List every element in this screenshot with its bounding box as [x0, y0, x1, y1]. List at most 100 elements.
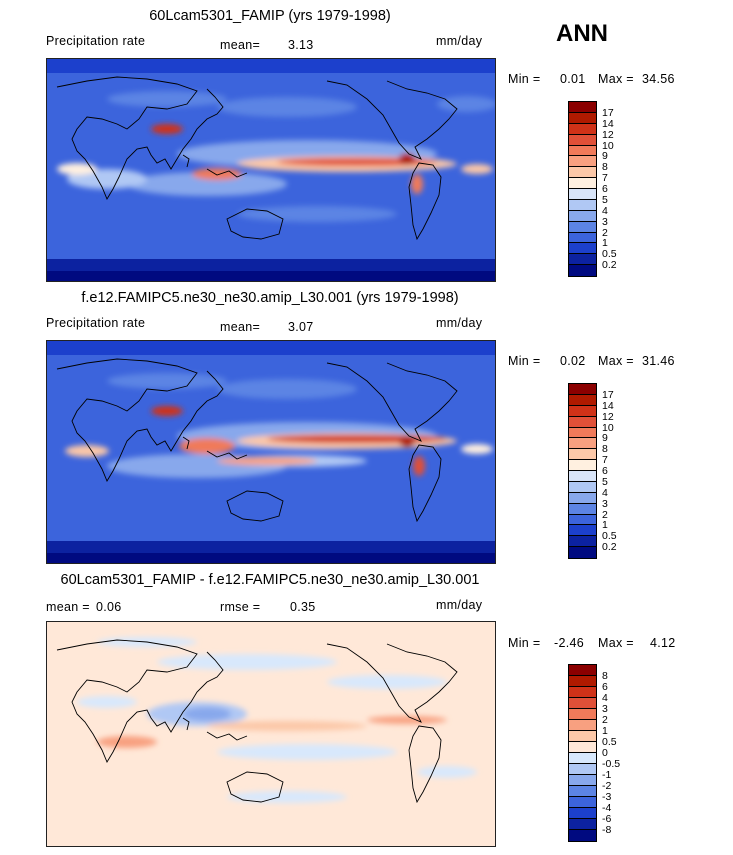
colorbar-swatch — [569, 819, 596, 830]
colorbar-level-label: 8 — [602, 443, 608, 456]
colorbar-swatch — [569, 514, 596, 526]
colorbar-level-label: 3 — [602, 215, 608, 228]
panel3-min-label: Min = — [508, 636, 541, 650]
colorbar-level-label: 0.2 — [602, 259, 617, 272]
colorbar-level-label: 3 — [602, 497, 608, 510]
colorbar-level-label: 3 — [602, 703, 608, 715]
colorbar-swatch — [569, 481, 596, 493]
colorbar-level-label: 0.5 — [602, 248, 617, 261]
colorbar-swatch — [569, 405, 596, 417]
colorbar-level-label: 1 — [602, 237, 608, 250]
panel2-title: f.e12.FAMIPC5.ne30_ne30.amip_L30.001 (yr… — [81, 290, 459, 306]
colorbar-swatch — [569, 232, 596, 244]
colorbar-swatch — [569, 808, 596, 819]
colorbar-swatch — [569, 189, 596, 200]
colorbar-level-label: -3 — [602, 791, 612, 803]
colorbar-swatch — [569, 698, 596, 709]
colorbar-swatch — [569, 427, 596, 439]
panel1-units: mm/day — [436, 34, 483, 48]
panel1-mean-label: mean= — [220, 38, 261, 52]
colorbar-swatch — [569, 199, 596, 211]
colorbar-level-label: 2 — [602, 714, 608, 726]
colorbar-level-label: 5 — [602, 475, 608, 488]
panel3-rmse-value: 0.35 — [290, 600, 316, 614]
panel1-min-value: 0.01 — [560, 72, 586, 86]
colorbar-level-label: 10 — [602, 139, 614, 152]
panel3-mean-label: mean = — [46, 600, 90, 614]
colorbar-swatch — [569, 742, 596, 753]
colorbar-swatch — [569, 134, 596, 146]
panel2-max-label: Max = — [598, 354, 634, 368]
panel2-variable-label: Precipitation rate — [46, 316, 146, 330]
colorbar-level-label: -6 — [602, 813, 612, 825]
colorbar-swatch — [569, 438, 596, 450]
panel2-min-value: 0.02 — [560, 354, 586, 368]
colorbar-swatch — [569, 503, 596, 515]
panel2-min-label: Min = — [508, 354, 541, 368]
panel2-units: mm/day — [436, 316, 483, 330]
panel1-variable-label: Precipitation rate — [46, 34, 146, 48]
colorbar-level-label: 14 — [602, 117, 614, 130]
colorbar-swatch — [569, 492, 596, 504]
colorbar-swatch — [569, 525, 596, 537]
colorbar-swatch — [569, 178, 596, 189]
colorbar-swatch — [569, 210, 596, 222]
colorbar-level-label: 17 — [602, 106, 614, 119]
colorbar-level-label: 0.2 — [602, 541, 617, 554]
colorbar-level-label: 9 — [602, 150, 608, 163]
colorbar-level-label: 8 — [602, 161, 608, 174]
colorbar-swatch — [569, 449, 596, 461]
panel2-max-value: 31.46 — [642, 354, 675, 368]
colorbar-level-label: 4 — [602, 486, 608, 499]
colorbar-swatch — [569, 243, 596, 255]
panel1-max-label: Max = — [598, 72, 634, 86]
panel3-min-value: -2.46 — [554, 636, 584, 650]
panel3-rmse-label: rmse = — [220, 600, 261, 614]
season-label: ANN — [556, 20, 608, 47]
panel1-map — [46, 58, 496, 282]
panel1-colorbar — [568, 101, 597, 277]
colorbar-level-label: 7 — [602, 172, 608, 185]
colorbar-level-label: 5 — [602, 193, 608, 206]
colorbar-level-label: 2 — [602, 508, 608, 521]
panel2-colorbar — [568, 383, 597, 559]
panel3-mean-value: 0.06 — [96, 600, 122, 614]
panel1-min-label: Min = — [508, 72, 541, 86]
colorbar-level-label: 8 — [602, 670, 608, 682]
colorbar-swatch — [569, 764, 596, 775]
colorbar-level-label: 4 — [602, 692, 608, 704]
colorbar-swatch — [569, 830, 596, 841]
colorbar-level-label: 0.5 — [602, 736, 617, 748]
colorbar-swatch — [569, 167, 596, 179]
colorbar-swatch — [569, 265, 596, 276]
colorbar-swatch — [569, 156, 596, 168]
colorbar-swatch — [569, 102, 596, 113]
colorbar-level-label: -2 — [602, 780, 612, 792]
colorbar-swatch — [569, 394, 596, 406]
panel3-colorbar — [568, 664, 597, 842]
colorbar-swatch — [569, 221, 596, 233]
colorbar-swatch — [569, 123, 596, 135]
colorbar-level-label: 6 — [602, 465, 608, 477]
colorbar-level-label: 17 — [602, 388, 614, 401]
colorbar-swatch — [569, 254, 596, 266]
colorbar-level-label: 12 — [602, 410, 614, 423]
colorbar-swatch — [569, 786, 596, 797]
panel3-map — [46, 621, 496, 847]
colorbar-swatch — [569, 753, 596, 764]
colorbar-level-label: 1 — [602, 519, 608, 532]
panel2-map — [46, 340, 496, 564]
colorbar-swatch — [569, 536, 596, 548]
colorbar-level-label: 0.5 — [602, 530, 617, 543]
colorbar-level-label: 12 — [602, 128, 614, 141]
colorbar-level-label: -8 — [602, 824, 612, 836]
colorbar-level-label: 4 — [602, 204, 608, 217]
panel2-mean-label: mean= — [220, 320, 261, 334]
colorbar-level-label: -0.5 — [602, 758, 621, 770]
colorbar-swatch — [569, 797, 596, 808]
colorbar-swatch — [569, 460, 596, 471]
colorbar-swatch — [569, 112, 596, 124]
colorbar-level-label: 9 — [602, 432, 608, 445]
colorbar-swatch — [569, 720, 596, 731]
panel1-mean-value: 3.13 — [288, 38, 314, 52]
